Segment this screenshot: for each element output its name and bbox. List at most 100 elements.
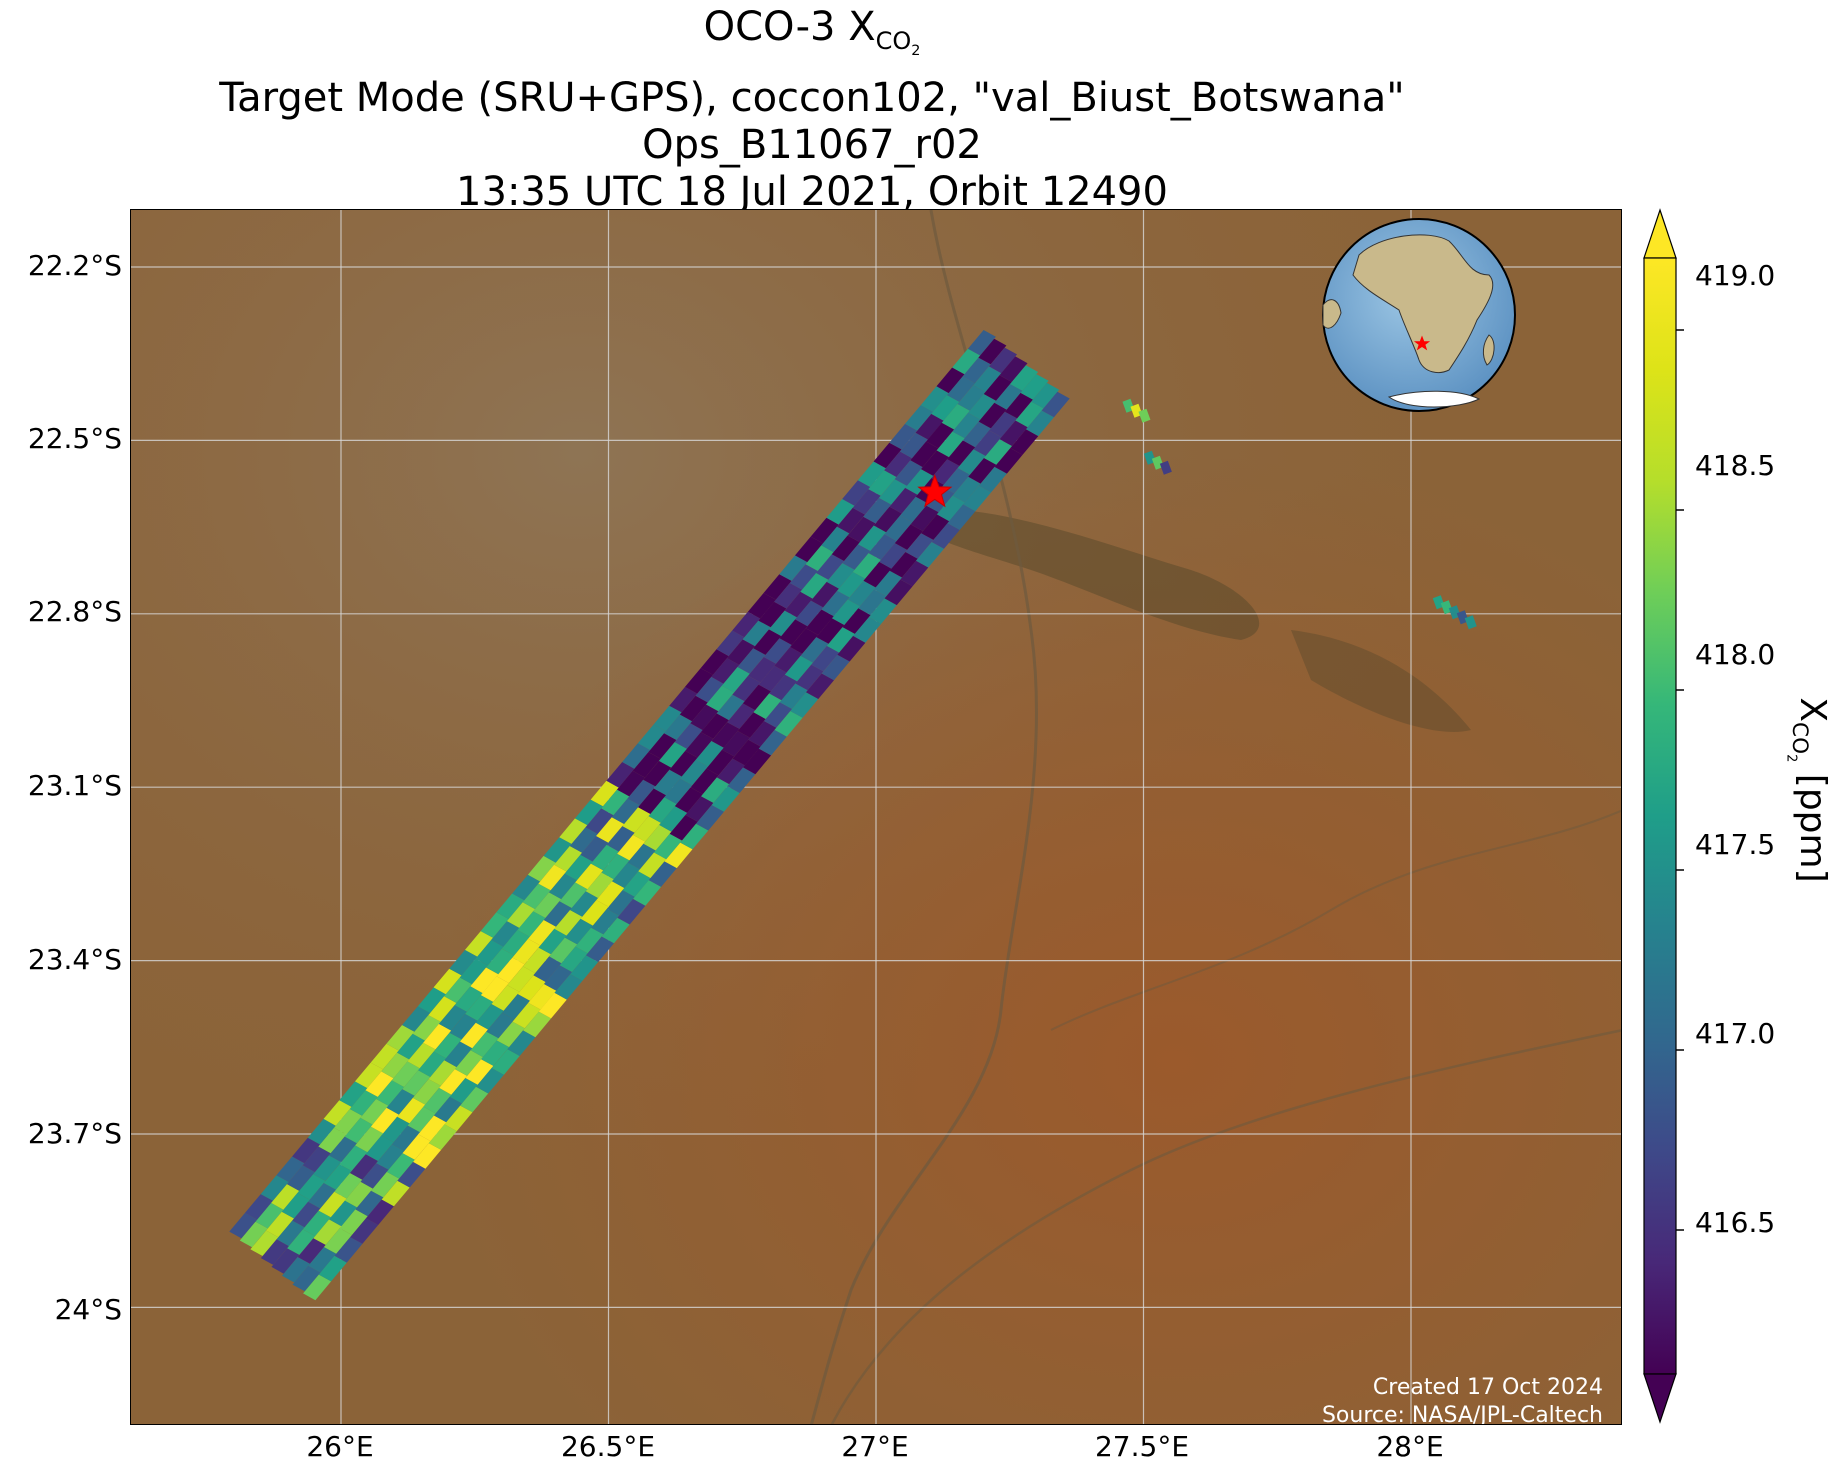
xco2-sounding: [292, 1201, 321, 1228]
xco2-sounding: [449, 1078, 478, 1104]
xco2-sounding: [423, 1087, 452, 1114]
xco2-sounding: [868, 534, 897, 560]
xco2-sounding: [1020, 374, 1049, 400]
xco2-sounding: [554, 974, 583, 1000]
xco2-sounding: [434, 1096, 462, 1123]
xco2-sounding: [669, 686, 698, 713]
xco2-sounding: [931, 459, 960, 485]
xco2-sounding: [355, 1062, 383, 1089]
inset-globe: [1322, 218, 1516, 412]
xco2-sounding: [847, 580, 876, 607]
globe-madagascar: [1482, 334, 1495, 366]
xco2-sounding: [868, 470, 897, 496]
xco2-sounding: [962, 421, 991, 448]
escarpment-feature-2: [1291, 630, 1471, 732]
colorbar: [1643, 208, 1684, 1424]
xco2-sounding: [826, 563, 855, 589]
lat-label: 22.2°S: [27, 249, 122, 282]
xco2-sounding: [355, 1190, 384, 1217]
title-line-1: OCO-3 XCO2: [703, 4, 921, 59]
xco2-sounding: [512, 874, 541, 901]
xco2-sounding: [899, 432, 928, 459]
xco2-sounding: [438, 1005, 467, 1031]
xco2-sounding: [795, 536, 823, 563]
xco2-sounding: [302, 1210, 331, 1237]
xco2-sounding: [297, 1238, 326, 1264]
xco2-sounding: [559, 882, 588, 908]
xco2-sounding: [978, 402, 1007, 429]
xco2-sounding: [774, 647, 803, 673]
xco2-sounding: [795, 600, 824, 627]
xco2-sounding: [842, 544, 871, 570]
xco2-sounding: [664, 842, 693, 869]
map-panel: Created 17 Oct 2024 Source: NASA/JPL-Cal…: [130, 209, 1622, 1425]
xco2-sounding: [260, 1175, 289, 1201]
xco2-sounding: [753, 629, 782, 655]
xco2-sounding: [779, 683, 808, 709]
globe-south-america: [1322, 299, 1342, 329]
figure-title: OCO-3 XCO2 Target Mode (SRU+GPS), coccon…: [0, 4, 1624, 216]
xco2-sounding: [344, 1117, 373, 1144]
xco2-sounding: [292, 1265, 321, 1292]
globe-antarctica: [1387, 390, 1481, 408]
xco2-sounding: [381, 1180, 410, 1207]
lon-label: 27.5°E: [1094, 1430, 1190, 1463]
xco2-sounding: [957, 449, 986, 475]
xco2-sounding: [999, 420, 1028, 446]
xco2-sounding: [318, 1255, 347, 1282]
xco2-sounding: [664, 714, 693, 740]
xco2-sounding: [611, 798, 640, 824]
xco2-sounding: [433, 1032, 462, 1059]
isolated-soundings: [1122, 398, 1477, 630]
xco2-sounding: [392, 1125, 420, 1151]
xco2-sounding: [627, 779, 656, 806]
xco2-sounding: [748, 657, 777, 683]
xco2-sounding: [706, 685, 735, 712]
xco2-sounding: [1026, 410, 1054, 437]
xco2-sounding: [926, 422, 955, 449]
xco2-sounding: [297, 1174, 326, 1200]
xco2-sounding: [905, 405, 933, 431]
xco2-sounding: [679, 695, 708, 722]
xco2-sounding: [894, 460, 923, 486]
xco2-sounding: [700, 713, 729, 739]
xco2-sounding: [680, 823, 709, 850]
xco2-sounding: [580, 836, 609, 862]
xco2-sounding: [968, 394, 997, 420]
xco2-sounding: [962, 357, 991, 384]
xco2-sounding: [412, 1015, 441, 1041]
xco2-sounding: [575, 927, 604, 954]
xco2-sounding: [313, 1155, 342, 1181]
xco2-sounding: [967, 330, 996, 356]
colorbar-tick-label: 419.0: [1695, 259, 1776, 292]
xco2-sounding: [821, 526, 850, 553]
xco2-sounding: [460, 1086, 489, 1113]
lat-label: 22.5°S: [27, 422, 122, 455]
xco2-sounding: [659, 806, 688, 832]
xco2-sounding: [1010, 365, 1039, 391]
xco2-sounding: [916, 542, 944, 568]
xco2-sounding: [496, 893, 525, 920]
xco2-sounding: [700, 649, 729, 675]
xco2-sounding: [669, 815, 698, 841]
xco2-sounding: [685, 732, 714, 758]
xco2-sounding: [857, 461, 886, 487]
xco2-sounding: [852, 553, 881, 579]
xco2-sounding: [407, 1106, 436, 1133]
xco2-sounding: [654, 833, 682, 860]
globe-target-star: [1413, 335, 1431, 351]
xco2-sounding: [622, 871, 651, 897]
xco2-sounding: [344, 1181, 373, 1208]
xco2-sounding: [690, 768, 719, 795]
xco2-sounding: [470, 967, 499, 994]
xco2-sounding: [601, 853, 630, 880]
xco2-sounding: [984, 439, 1012, 465]
xco2-sounding: [853, 617, 882, 643]
colorbar-tick-label: 418.5: [1695, 449, 1776, 482]
xco2-sounding: [716, 758, 745, 785]
xco2-sounding: [381, 1116, 410, 1143]
xco2-sounding: [590, 780, 619, 807]
xco2-sounding: [685, 796, 714, 822]
xco2-sounding: [957, 385, 986, 411]
xco2-sounding: [742, 684, 771, 711]
